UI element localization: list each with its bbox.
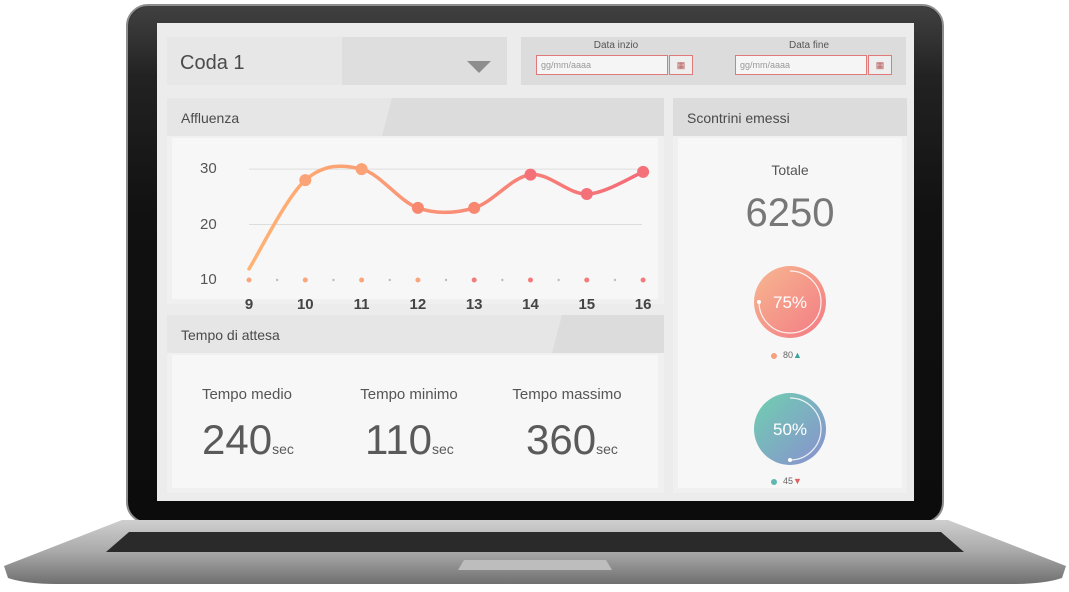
baseline-dot — [528, 277, 533, 283]
baseline-dot — [444, 278, 448, 282]
x-tick-label: 9 — [244, 296, 254, 313]
data-point — [637, 165, 650, 178]
baseline-dot — [471, 277, 477, 283]
baseline-dot — [275, 278, 279, 282]
baseline-dot — [557, 278, 560, 282]
scontrini-title: Scontrini emessi — [687, 110, 790, 126]
y-tick-label: 20 — [200, 215, 217, 233]
end-date-input[interactable]: gg/mm/aaaa — [735, 55, 867, 75]
donut-disc — [754, 393, 826, 465]
baseline-dot — [415, 277, 421, 283]
start-date-label: Data inzio — [593, 40, 639, 51]
stat-label: Tempo massimo — [512, 386, 622, 403]
donut-chart — [754, 393, 826, 465]
data-point — [411, 201, 424, 214]
data-point — [468, 201, 481, 214]
queue-selector[interactable]: Coda 1 — [167, 37, 507, 85]
affluenza-panel: Affluenza 10 20 30 9 10 11 12 13 14 15 16 — [167, 98, 664, 313]
x-tick-label: 13 — [465, 296, 483, 313]
donut-knob — [757, 300, 761, 304]
donut-knob — [788, 458, 792, 462]
start-date-input[interactable]: gg/mm/aaaa — [536, 55, 668, 75]
laptop-base — [4, 520, 1066, 584]
x-tick-label: 16 — [634, 296, 652, 313]
donut-chart — [754, 266, 826, 338]
stat-value: 110sec — [365, 416, 454, 463]
scontrini-panel: Scontrini emessi Totale 6250 75% 80▲ 50%… — [673, 98, 907, 493]
stat-label: Tempo medio — [201, 386, 293, 403]
data-point — [355, 163, 368, 176]
baseline-dot — [501, 278, 504, 282]
totale-label: Totale — [771, 162, 809, 178]
x-tick-label: 14 — [522, 296, 539, 313]
chevron-down-icon[interactable] — [467, 61, 491, 73]
stat-value: 240sec — [202, 416, 294, 463]
baseline-dot — [246, 277, 252, 283]
calendar-icon[interactable]: ▦ — [669, 55, 693, 75]
baseline-dot — [640, 277, 646, 283]
end-date-label: Data fine — [788, 40, 830, 51]
totale-value: 6250 — [745, 191, 835, 235]
stat-label: Tempo minimo — [360, 386, 458, 403]
baseline-dot — [359, 277, 365, 283]
date-filter: Data inzio gg/mm/aaaa ▦ Data fine gg/mm/… — [521, 37, 906, 85]
baseline-dot — [388, 278, 391, 282]
data-point — [580, 188, 593, 201]
affluenza-chart — [246, 163, 650, 283]
data-point — [299, 174, 312, 187]
queue-selector-label: Coda 1 — [180, 52, 245, 74]
x-tick-label: 12 — [409, 296, 427, 313]
donut-legend: 45▼ — [771, 476, 802, 486]
affluenza-title: Affluenza — [181, 110, 240, 126]
dashboard-screen: Coda 1 Data inzio gg/mm/aaaa ▦ Data fine… — [157, 23, 914, 501]
donut-percent: 75% — [772, 293, 808, 312]
calendar-icon[interactable]: ▦ — [868, 55, 892, 75]
baseline-dot — [613, 278, 617, 282]
baseline-dot — [584, 277, 590, 283]
donut-legend: 80▲ — [771, 350, 802, 360]
x-tick-label: 11 — [353, 296, 370, 313]
baseline-dot — [332, 278, 335, 282]
attesa-panel: Tempo di attesa Tempo medio 240sec Tempo… — [167, 315, 664, 493]
y-tick-label: 10 — [200, 271, 217, 288]
attesa-title: Tempo di attesa — [181, 327, 280, 343]
donut-percent: 50% — [772, 420, 808, 439]
x-tick-label: 10 — [296, 296, 314, 313]
y-tick-label: 30 — [200, 160, 217, 178]
data-point — [524, 168, 537, 181]
x-tick-label: 15 — [578, 296, 596, 313]
donut-disc — [754, 266, 826, 338]
stat-value: 360sec — [526, 416, 618, 463]
baseline-dot — [302, 277, 308, 283]
